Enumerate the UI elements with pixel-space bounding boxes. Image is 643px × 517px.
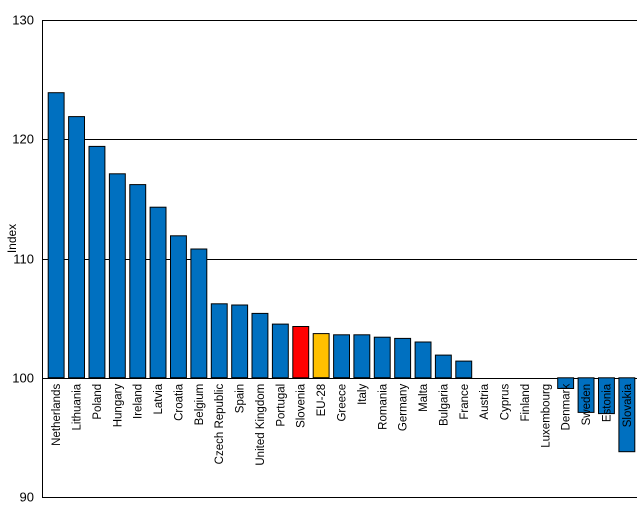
y-tick-label: 120 [12, 132, 34, 147]
bar-portugal [271, 323, 289, 379]
bar-poland [88, 145, 106, 379]
category-label: Romania [377, 383, 389, 430]
category-label: Slovenia [296, 383, 308, 428]
category-label: United Kingdom [255, 384, 267, 466]
category-label: Luxembourg [540, 384, 552, 448]
category-label: France [459, 384, 471, 420]
bar-hungary [108, 173, 126, 379]
bar-belgium [190, 248, 208, 379]
bar-united-kingdom [251, 312, 269, 379]
category-labels: Netherlands Lithuania Poland Hungary Ireland… [51, 383, 634, 465]
category-label: Croatia [174, 383, 186, 421]
category-label: Slovakia [622, 383, 634, 427]
y-tick-label: 130 [12, 13, 34, 28]
category-label: Sweden [581, 384, 593, 426]
category-label: Cyprus [500, 384, 512, 421]
category-label: Italy [357, 384, 369, 405]
bar-germany [394, 337, 412, 379]
y-tick-label: 110 [13, 252, 34, 267]
bar-eu-28 [312, 333, 330, 379]
category-label: EU-28 [316, 384, 328, 417]
category-label: Netherlands [51, 384, 63, 446]
category-label: Denmark [561, 384, 573, 431]
category-label: Latvia [153, 383, 165, 414]
category-label: Spain [235, 384, 247, 413]
bar-czech-republic [210, 303, 228, 379]
bar-latvia [149, 206, 167, 379]
category-label: Greece [337, 384, 349, 422]
bar-estonia [598, 377, 615, 415]
category-label: Ireland [133, 384, 145, 419]
category-label: Belgium [194, 384, 206, 426]
bar-italy [353, 334, 371, 379]
bar-bulgaria [434, 354, 452, 379]
bar-denmark [557, 377, 575, 389]
y-axis-ticks: 90 100 110 120 130 [12, 13, 34, 505]
bars [47, 92, 636, 453]
bar-ireland [129, 184, 147, 379]
category-label: Austria [479, 383, 491, 419]
bar-romania [373, 336, 391, 379]
category-label: Hungary [112, 384, 124, 428]
bar-spain [231, 304, 249, 379]
category-label: Czech Republic [214, 384, 226, 465]
y-axis-title: Index [5, 224, 19, 253]
bar-france [455, 360, 473, 379]
bar-slovenia [292, 326, 310, 379]
bar-netherlands [47, 92, 65, 379]
category-label: Lithuania [72, 383, 84, 430]
category-label: Estonia [601, 383, 613, 422]
y-tick-label: 100 [12, 371, 34, 386]
category-label: Bulgaria [438, 383, 450, 426]
category-label: Malta [418, 383, 430, 412]
bar-malta [414, 341, 432, 379]
bar-greece [333, 334, 351, 379]
y-tick-label: 90 [20, 490, 34, 505]
category-label: Germany [398, 384, 410, 432]
category-label: Poland [92, 384, 104, 420]
bar-lithuania [68, 116, 85, 379]
category-label: Portugal [275, 384, 287, 427]
category-label: Finland [520, 384, 532, 422]
bar-slovakia [618, 377, 636, 453]
bar-croatia [170, 235, 187, 379]
bar-sweden [577, 377, 595, 413]
